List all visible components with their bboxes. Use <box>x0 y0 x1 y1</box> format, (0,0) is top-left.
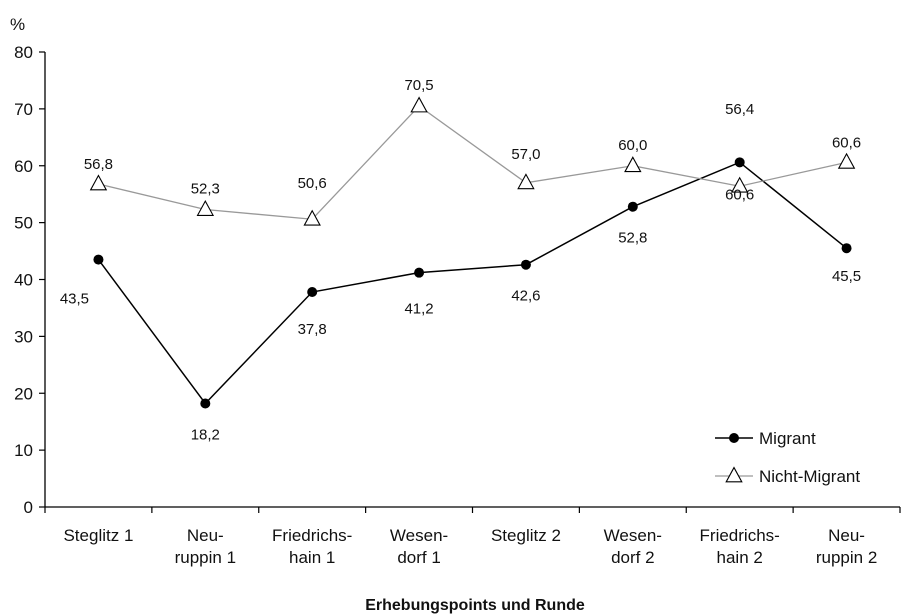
x-tick-label-line: Neu- <box>828 526 865 545</box>
series-lines <box>97 105 848 405</box>
y-tick-label: 60 <box>14 157 33 176</box>
legend-label-migrant: Migrant <box>759 429 816 448</box>
x-tick-label-line: Steglitz 2 <box>491 526 561 545</box>
data-point-migrant <box>200 398 211 409</box>
markers <box>89 96 856 409</box>
x-tick-label-line: hain 1 <box>289 548 335 567</box>
data-label-nicht-migrant: 56,8 <box>84 156 113 173</box>
y-tick-label: 0 <box>24 498 33 517</box>
x-tick-label: Friedrichs-hain 1 <box>272 526 352 567</box>
data-point-migrant <box>93 254 104 265</box>
y-tick-label: 20 <box>14 384 33 403</box>
data-point-nicht-migrant <box>730 176 749 193</box>
y-tick-label: 50 <box>14 214 33 233</box>
data-point-migrant <box>841 243 852 254</box>
x-tick-label: Wesen-dorf 1 <box>390 526 448 567</box>
data-labels: 43,5 18,2 37,8 41,2 42,6 52,8 60,6 45,5 56,8 52,3… <box>60 77 861 443</box>
x-tick-label-line: Wesen- <box>604 526 662 545</box>
x-ticks: Steglitz 1 Neu-ruppin 1 Friedrichs-hain 1 W… <box>44 507 901 567</box>
x-tick-label-line: Friedrichs- <box>272 526 352 545</box>
data-label-nicht-migrant: 70,5 <box>404 77 433 94</box>
series-line-nicht-migrant <box>98 105 847 220</box>
x-tick-label-line: Wesen- <box>390 526 448 545</box>
x-tick-label-line: Steglitz 1 <box>63 526 133 545</box>
data-label-nicht-migrant: 60,0 <box>618 137 647 154</box>
x-tick-label-line: Friedrichs- <box>700 526 780 545</box>
data-label-migrant: 43,5 <box>60 291 89 308</box>
data-label-migrant: 60,6 <box>725 186 754 203</box>
y-tick-label: 80 <box>14 43 33 62</box>
data-label-nicht-migrant: 56,4 <box>725 101 754 118</box>
x-tick-label: Wesen-dorf 2 <box>604 526 662 567</box>
legend-marker-nicht-migrant <box>725 466 743 483</box>
data-point-nicht-migrant <box>410 96 428 113</box>
x-tick-label-line: ruppin 2 <box>816 548 877 567</box>
legend-label-nicht-migrant: Nicht-Migrant <box>759 467 860 486</box>
x-tick-label-line: dorf 2 <box>611 548 654 567</box>
x-tick-label-line: hain 2 <box>717 548 763 567</box>
legend-marker-migrant <box>729 433 739 443</box>
y-ticks: 0 10 20 30 40 50 60 70 80 <box>14 43 45 517</box>
x-tick-label: Neu-ruppin 1 <box>175 526 236 567</box>
data-point-nicht-migrant <box>303 209 321 226</box>
data-point-nicht-migrant <box>196 199 215 216</box>
data-point-nicht-migrant <box>89 174 108 191</box>
data-label-nicht-migrant: 57,0 <box>511 146 540 163</box>
series-line-migrant <box>97 161 848 405</box>
data-point-migrant <box>734 157 745 168</box>
legend: Migrant Nicht-Migrant <box>715 429 860 486</box>
y-axis-label: % <box>10 15 25 34</box>
x-tick-label: Friedrichs-hain 2 <box>700 526 780 567</box>
x-tick-label: Steglitz 1 <box>63 526 133 545</box>
data-label-migrant: 52,8 <box>618 230 647 247</box>
x-tick-label: Neu-ruppin 2 <box>816 526 877 567</box>
data-point-migrant <box>307 287 318 298</box>
data-label-migrant: 18,2 <box>191 426 220 443</box>
y-tick-label: 40 <box>14 271 33 290</box>
x-axis-title: Erhebungspoints und Runde <box>365 597 585 614</box>
data-point-migrant <box>414 267 425 278</box>
data-point-nicht-migrant <box>837 152 856 169</box>
y-tick-label: 30 <box>14 327 33 346</box>
data-label-migrant: 37,8 <box>298 321 327 338</box>
data-label-nicht-migrant: 52,3 <box>191 181 220 198</box>
x-tick-label: Steglitz 2 <box>491 526 561 545</box>
data-point-nicht-migrant <box>517 173 535 190</box>
x-tick-label-line: Neu- <box>187 526 224 545</box>
data-label-migrant: 45,5 <box>832 268 861 285</box>
data-point-nicht-migrant <box>624 156 642 173</box>
y-tick-label: 10 <box>14 441 33 460</box>
data-label-migrant: 41,2 <box>404 301 433 318</box>
data-point-migrant <box>520 259 531 270</box>
x-tick-label-line: ruppin 1 <box>175 548 236 567</box>
y-tick-label: 70 <box>14 100 33 119</box>
x-tick-label-line: dorf 1 <box>397 548 440 567</box>
data-label-nicht-migrant: 50,6 <box>298 175 327 192</box>
data-label-migrant: 42,6 <box>511 288 540 305</box>
data-point-migrant <box>627 201 638 212</box>
data-label-nicht-migrant: 60,6 <box>832 134 861 151</box>
